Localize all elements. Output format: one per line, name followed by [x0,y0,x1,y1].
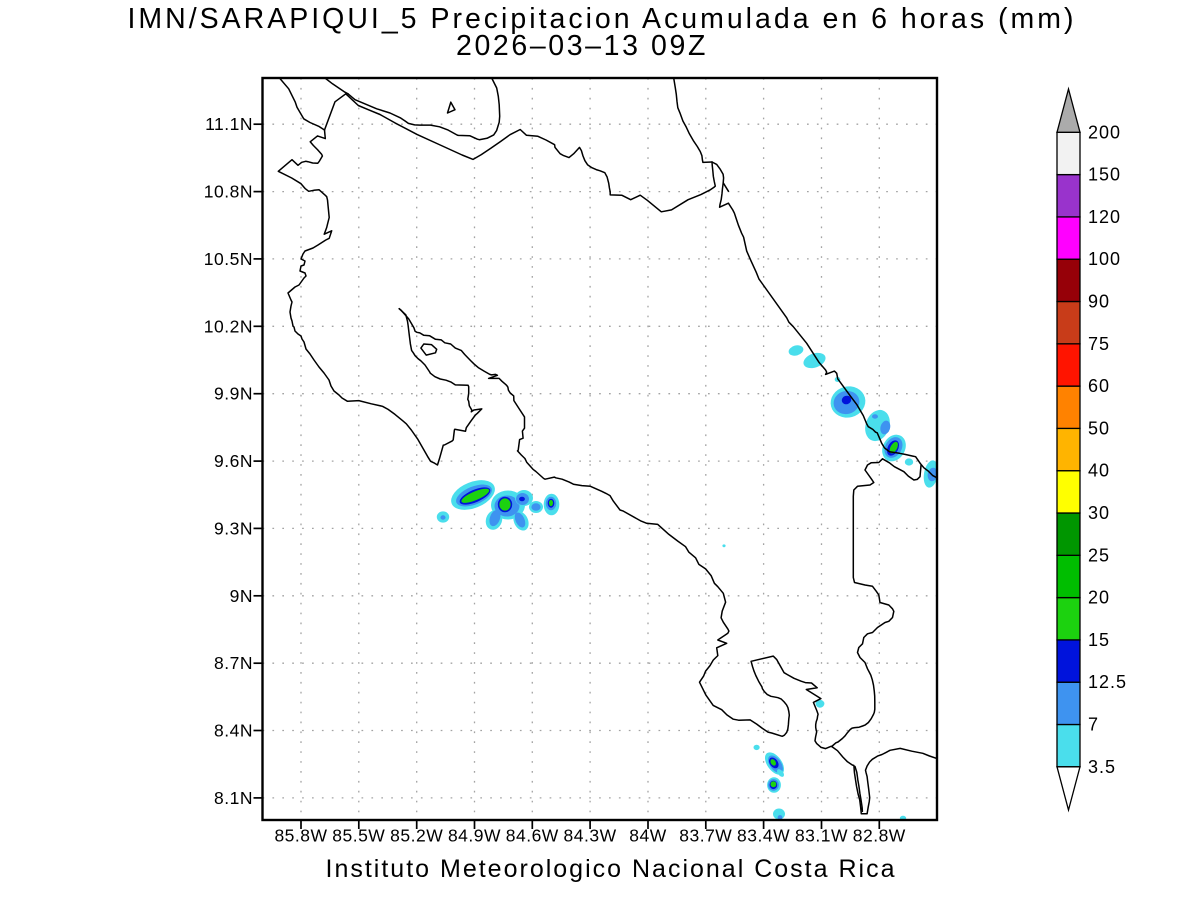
svg-text:25: 25 [1088,545,1110,565]
svg-text:84.3W: 84.3W [564,825,617,845]
svg-text:10.8N: 10.8N [204,182,253,202]
svg-text:8.4N: 8.4N [214,721,253,741]
svg-text:3.5: 3.5 [1088,757,1116,777]
svg-text:9.3N: 9.3N [214,518,253,538]
svg-text:200: 200 [1088,122,1121,142]
svg-text:50: 50 [1088,418,1110,438]
svg-text:30: 30 [1088,503,1110,523]
svg-text:40: 40 [1088,461,1110,481]
svg-text:8.1N: 8.1N [214,788,253,808]
svg-text:IMN/SARAPIQUI_5 Precipitacion: IMN/SARAPIQUI_5 Precipitacion Acumulada … [127,3,1076,35]
svg-text:Instituto Meteorologico Nacion: Instituto Meteorologico Nacional Costa R… [326,855,897,883]
svg-text:2026–03–13 09Z: 2026–03–13 09Z [456,30,708,62]
svg-text:9N: 9N [230,586,253,606]
svg-text:84.6W: 84.6W [506,825,559,845]
svg-text:12.5: 12.5 [1088,672,1127,692]
svg-text:150: 150 [1088,165,1121,185]
svg-text:84W: 84W [629,825,666,845]
svg-text:11.1N: 11.1N [205,114,253,134]
svg-text:85.5W: 85.5W [332,825,385,845]
svg-text:9.9N: 9.9N [214,384,253,404]
svg-text:90: 90 [1088,292,1110,312]
svg-text:8.7N: 8.7N [214,653,253,673]
svg-text:60: 60 [1088,376,1110,396]
svg-text:10.5N: 10.5N [204,249,253,269]
svg-text:83.4W: 83.4W [737,825,790,845]
svg-text:84.9W: 84.9W [448,825,501,845]
svg-text:20: 20 [1088,588,1110,608]
svg-text:83.7W: 83.7W [679,825,732,845]
svg-text:82.8W: 82.8W [853,825,906,845]
svg-text:15: 15 [1088,630,1110,650]
svg-text:120: 120 [1088,207,1121,227]
svg-text:83.1W: 83.1W [795,825,848,845]
svg-text:100: 100 [1088,249,1121,269]
svg-text:9.6N: 9.6N [214,451,253,471]
svg-text:7: 7 [1088,715,1099,735]
svg-text:85.2W: 85.2W [390,825,443,845]
svg-text:75: 75 [1088,334,1110,354]
svg-text:85.8W: 85.8W [274,825,327,845]
svg-text:10.2N: 10.2N [204,316,253,336]
